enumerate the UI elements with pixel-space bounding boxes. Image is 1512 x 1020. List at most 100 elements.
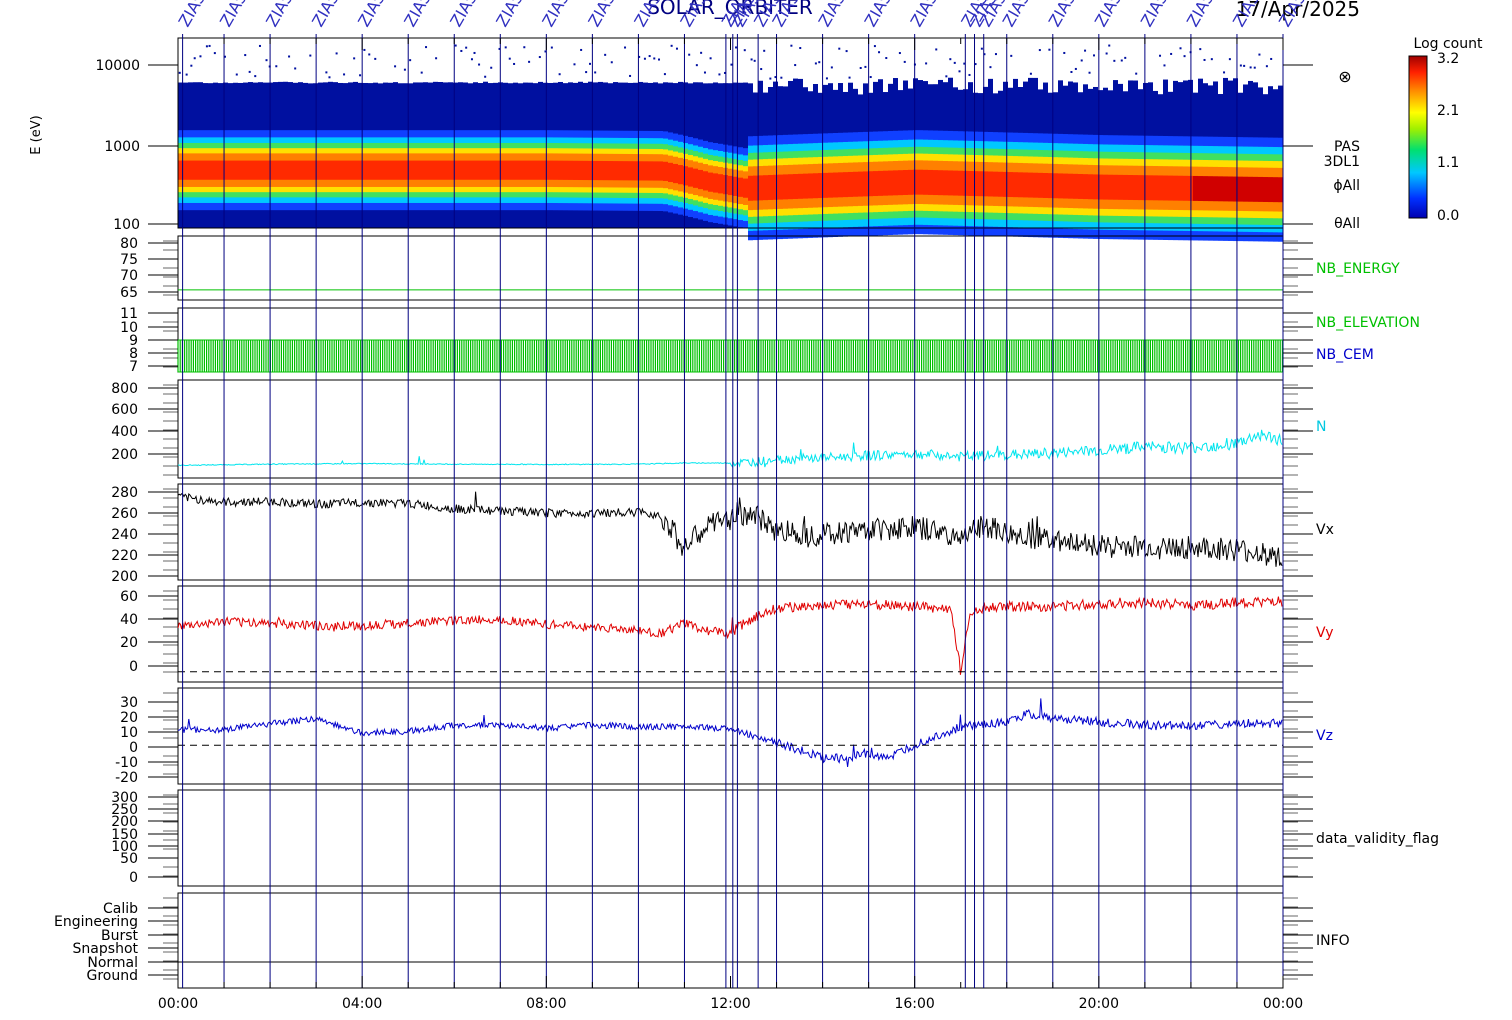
spectrogram-speckle <box>859 66 862 69</box>
zias-marker-label: ZIAS <box>308 0 343 30</box>
spectrogram-column <box>1003 81 1008 237</box>
spectrogram-column <box>283 81 288 228</box>
spectrogram-column <box>368 53 373 229</box>
spectrogram-cell <box>648 161 653 181</box>
spectrogram-cell <box>658 161 663 181</box>
spectrogram-cell <box>533 160 538 180</box>
spectrogram-cell <box>563 160 568 180</box>
spectrogram-cell <box>683 166 688 186</box>
spectrogram-speckle <box>903 60 906 63</box>
spectrogram-label: ϕAll <box>1333 178 1360 194</box>
time-axis: 00:00 04:00 08:00 12:00 16:00 20:00 00:00 <box>158 38 1303 1012</box>
spectrogram-column <box>1228 58 1233 241</box>
spectrogram-column <box>628 74 633 228</box>
spectrogram-speckle <box>550 46 553 49</box>
spectrogram-cell <box>193 160 198 180</box>
spectrogram-cell <box>223 160 228 180</box>
spectrogram-column <box>278 81 283 228</box>
zias-marker-label: ZIAS <box>815 0 850 30</box>
spectrogram-cell <box>623 161 628 181</box>
spectrogram-cell <box>1023 172 1028 198</box>
spectrogram-speckle <box>1179 47 1182 50</box>
spectrogram-cell <box>1013 172 1018 198</box>
spectrogram-cell <box>598 160 603 181</box>
spectrogram-column <box>1118 59 1123 240</box>
series-line-N <box>177 429 1283 468</box>
spectrogram-column <box>513 62 518 228</box>
spectrogram-speckle <box>763 49 766 52</box>
spectrogram-cell <box>318 160 323 180</box>
spectrogram-column <box>1038 49 1043 238</box>
spectrogram-cell <box>843 172 848 198</box>
spectrogram-speckle <box>1093 54 1096 57</box>
spectrogram-column <box>303 82 308 228</box>
zias-marker-label: ZIAS <box>354 0 389 30</box>
y-tick-label: -10 <box>115 755 138 771</box>
spectrogram-cell <box>1078 173 1083 199</box>
spectrogram-column <box>308 54 313 228</box>
spectrogram-column <box>1268 57 1273 242</box>
spectrogram-speckle <box>1159 54 1162 57</box>
spectrogram-cell <box>403 160 408 180</box>
spectrogram-cell <box>873 171 878 197</box>
y-tick-label: 0 <box>129 870 138 886</box>
spectrogram-column <box>638 55 643 229</box>
spectrogram-column <box>838 47 843 237</box>
spectrogram-speckle <box>244 54 247 57</box>
zias-marker-label: ZIAS <box>175 0 210 30</box>
spectrogram-cell <box>708 172 713 192</box>
spectrogram-speckle <box>294 67 297 70</box>
spectrogram-cell <box>313 160 318 180</box>
spectrogram-column <box>198 55 203 228</box>
spectrogram-speckle <box>544 50 547 53</box>
spectrogram-column <box>343 73 348 228</box>
spectrogram-column <box>383 82 388 228</box>
spectrogram-column <box>878 51 883 236</box>
spectrogram-column <box>1218 94 1223 241</box>
spectrogram-column <box>223 55 228 228</box>
spectrogram-speckle <box>275 65 278 68</box>
spectrogram-column <box>298 82 303 228</box>
zias-marker-label: ZIAS <box>400 0 435 30</box>
spectrogram-speckle <box>213 52 216 55</box>
spectrogram-speckle <box>945 75 948 78</box>
spectrogram-speckle <box>328 76 331 79</box>
colorbar-tick: 2.1 <box>1437 103 1459 119</box>
spectrogram-column <box>978 47 983 236</box>
energy-spectrogram <box>177 37 1284 242</box>
spectrogram-column <box>1078 59 1083 239</box>
spectrogram-column <box>663 73 668 229</box>
y-tick-label: 100 <box>113 217 140 233</box>
spectrogram-cell <box>703 171 708 191</box>
spectrogram-speckle <box>363 48 366 51</box>
spectrogram-column <box>1128 80 1133 240</box>
spectrogram-speckle <box>1223 71 1226 74</box>
panel-label: N <box>1316 419 1326 435</box>
spectrogram-column <box>323 71 328 229</box>
spectrogram-speckle <box>898 52 901 55</box>
spectrogram-cell <box>283 160 288 180</box>
spectrogram-speckle <box>695 64 698 67</box>
spectrogram-cell <box>558 160 563 180</box>
spectrogram-speckle <box>818 61 821 64</box>
spectrogram-cell <box>688 167 693 187</box>
spectrogram-column <box>563 83 568 228</box>
spectrogram-cell <box>1173 175 1178 201</box>
y-tick-label: 150 <box>111 827 138 843</box>
time-tick-label: 04:00 <box>342 996 382 1012</box>
spectrogram-speckle <box>454 44 457 47</box>
spectrogram-column <box>1123 56 1128 240</box>
spectrogram-cell <box>743 178 748 198</box>
spectrogram-cell <box>763 175 768 201</box>
spectrogram-column <box>873 45 878 236</box>
spectrogram-column <box>218 83 223 228</box>
y-tick-label: 70 <box>120 268 138 284</box>
time-tick-label: 00:00 <box>158 996 198 1012</box>
spectrogram-column <box>633 82 638 228</box>
spectrogram-cell <box>483 160 488 180</box>
spectrogram-cell <box>808 173 813 199</box>
series-line-Vy <box>177 596 1283 675</box>
spectrogram-speckle <box>974 63 977 66</box>
spectrogram-column <box>243 54 248 228</box>
